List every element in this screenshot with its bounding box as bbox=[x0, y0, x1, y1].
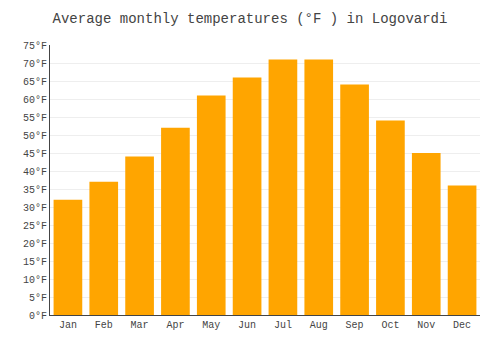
svg-text:Jun: Jun bbox=[238, 320, 256, 331]
svg-text:Average monthly temperatures (: Average monthly temperatures (°F ) in Lo… bbox=[53, 11, 448, 27]
svg-text:Oct: Oct bbox=[381, 320, 399, 331]
svg-text:65°F: 65°F bbox=[23, 77, 47, 88]
svg-text:Dec: Dec bbox=[453, 320, 471, 331]
svg-text:5°F: 5°F bbox=[29, 293, 47, 304]
svg-text:70°F: 70°F bbox=[23, 59, 47, 70]
svg-text:30°F: 30°F bbox=[23, 203, 47, 214]
svg-text:Sep: Sep bbox=[346, 320, 364, 331]
svg-text:Feb: Feb bbox=[95, 320, 113, 331]
svg-text:10°F: 10°F bbox=[23, 275, 47, 286]
svg-text:25°F: 25°F bbox=[23, 221, 47, 232]
svg-text:May: May bbox=[202, 320, 220, 331]
svg-text:50°F: 50°F bbox=[23, 131, 47, 142]
svg-text:Aug: Aug bbox=[310, 320, 328, 331]
svg-text:60°F: 60°F bbox=[23, 95, 47, 106]
svg-text:Jan: Jan bbox=[59, 320, 77, 331]
svg-text:35°F: 35°F bbox=[23, 185, 47, 196]
svg-text:15°F: 15°F bbox=[23, 257, 47, 268]
svg-text:Nov: Nov bbox=[417, 320, 435, 331]
svg-text:Mar: Mar bbox=[131, 320, 149, 331]
svg-text:Jul: Jul bbox=[274, 320, 292, 331]
svg-text:20°F: 20°F bbox=[23, 239, 47, 250]
svg-text:55°F: 55°F bbox=[23, 113, 47, 124]
svg-text:75°F: 75°F bbox=[23, 41, 47, 52]
svg-text:40°F: 40°F bbox=[23, 167, 47, 178]
svg-text:0°F: 0°F bbox=[29, 311, 47, 322]
svg-text:Apr: Apr bbox=[166, 320, 184, 331]
svg-text:45°F: 45°F bbox=[23, 149, 47, 160]
